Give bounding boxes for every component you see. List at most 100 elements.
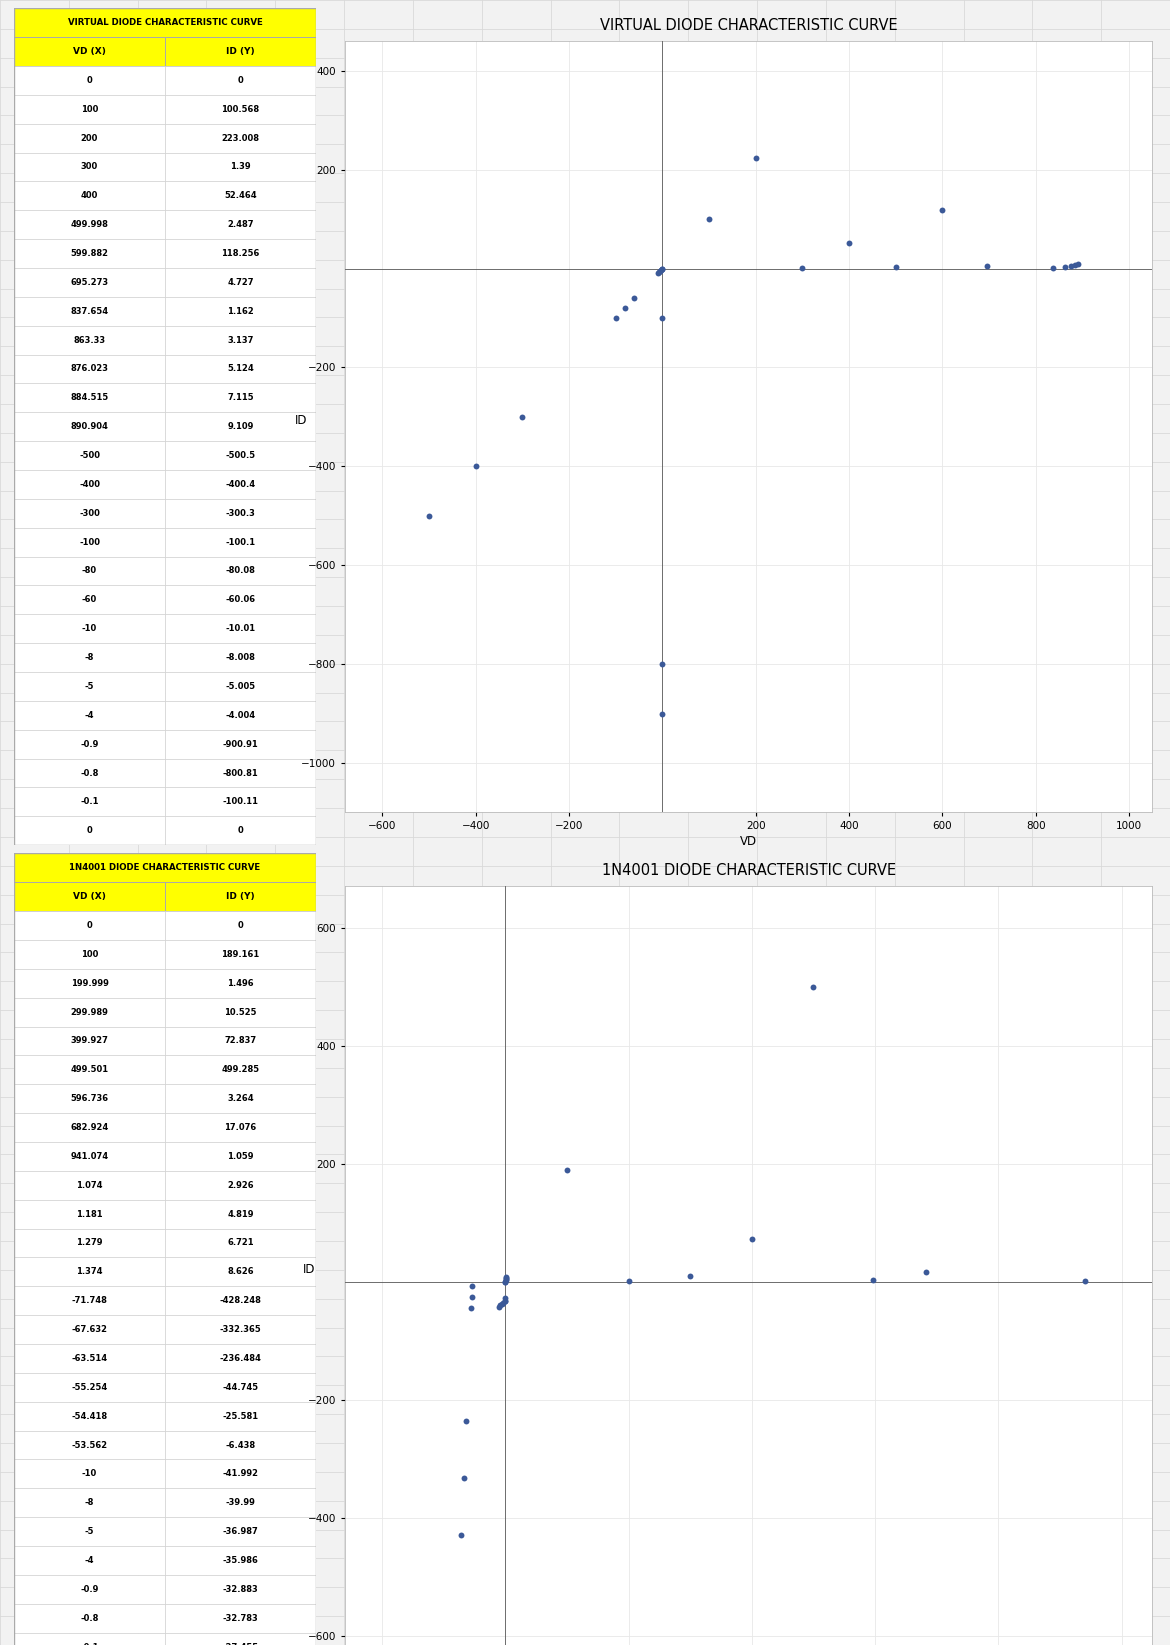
Text: -8: -8: [84, 653, 95, 661]
Text: 876.023: 876.023: [70, 365, 109, 373]
Point: [496, 1268, 515, 1295]
Text: ID (Y): ID (Y): [226, 48, 255, 56]
Bar: [165, 1229, 316, 1257]
Point: [932, 197, 951, 224]
Text: -4: -4: [84, 711, 95, 721]
Bar: [14, 939, 165, 969]
Bar: [14, 1056, 165, 1084]
Title: 1N4001 DIODE CHARACTERISTIC CURVE: 1N4001 DIODE CHARACTERISTIC CURVE: [601, 864, 896, 878]
Text: 9.109: 9.109: [227, 423, 254, 431]
Bar: [165, 441, 316, 470]
Bar: [14, 758, 165, 788]
Bar: [165, 38, 316, 66]
Point: [496, 1268, 515, 1295]
Bar: [14, 1286, 165, 1314]
Point: [793, 255, 812, 281]
Bar: [14, 701, 165, 730]
Bar: [165, 911, 316, 939]
Text: 0: 0: [87, 921, 92, 929]
Point: [651, 258, 669, 285]
Point: [863, 1267, 882, 1293]
Bar: [165, 556, 316, 586]
Point: [1044, 255, 1062, 281]
Text: -6.438: -6.438: [226, 1441, 255, 1449]
Bar: [14, 997, 165, 1026]
Text: ID (Y): ID (Y): [226, 892, 255, 901]
Point: [490, 1293, 509, 1319]
Point: [652, 257, 670, 283]
Bar: [14, 673, 165, 701]
Text: -10.01: -10.01: [226, 623, 255, 633]
Text: 837.654: 837.654: [70, 306, 109, 316]
Bar: [165, 882, 316, 911]
Text: 1.059: 1.059: [227, 1152, 254, 1161]
Point: [653, 651, 672, 678]
Text: -4.004: -4.004: [226, 711, 255, 721]
Text: 100: 100: [81, 105, 98, 114]
Text: 6.721: 6.721: [227, 1239, 254, 1247]
Text: 695.273: 695.273: [70, 278, 109, 286]
Text: -32.783: -32.783: [222, 1614, 259, 1622]
Point: [491, 1293, 510, 1319]
Text: 499.998: 499.998: [70, 220, 109, 229]
Point: [625, 285, 644, 311]
Bar: [14, 1084, 165, 1114]
Text: 3.264: 3.264: [227, 1094, 254, 1104]
Bar: [165, 1489, 316, 1517]
Bar: [14, 181, 165, 211]
Text: 1.496: 1.496: [227, 979, 254, 987]
Text: 863.33: 863.33: [74, 336, 105, 344]
Text: 0: 0: [87, 76, 92, 86]
Text: -800.81: -800.81: [222, 768, 259, 778]
Text: 0: 0: [238, 921, 243, 929]
Point: [462, 1295, 481, 1321]
Text: -54.418: -54.418: [71, 1411, 108, 1421]
Bar: [14, 383, 165, 413]
Point: [1076, 1268, 1095, 1295]
Bar: [165, 969, 316, 997]
Point: [746, 145, 765, 171]
Bar: [14, 153, 165, 181]
Text: 100.568: 100.568: [221, 105, 260, 114]
Bar: [14, 1546, 165, 1574]
Text: -44.745: -44.745: [222, 1383, 259, 1392]
Text: 10.525: 10.525: [225, 1008, 256, 1017]
Text: -80.08: -80.08: [226, 566, 255, 576]
Bar: [14, 1574, 165, 1604]
Bar: [165, 1056, 316, 1084]
Point: [497, 1265, 516, 1291]
Bar: [165, 1374, 316, 1402]
Point: [840, 229, 859, 255]
Point: [681, 1262, 700, 1288]
Text: -332.365: -332.365: [220, 1326, 261, 1334]
Bar: [14, 413, 165, 441]
Bar: [14, 528, 165, 556]
Text: 200: 200: [81, 133, 98, 143]
Bar: [165, 1084, 316, 1114]
Bar: [165, 816, 316, 846]
Title: VIRTUAL DIODE CHARACTERISTIC CURVE: VIRTUAL DIODE CHARACTERISTIC CURVE: [600, 18, 897, 33]
Text: 499.501: 499.501: [70, 1066, 109, 1074]
Point: [462, 1283, 481, 1309]
Bar: [165, 153, 316, 181]
Text: -5.005: -5.005: [226, 683, 255, 691]
Text: -27.455: -27.455: [222, 1642, 259, 1645]
Bar: [14, 1374, 165, 1402]
Point: [1066, 252, 1085, 278]
Bar: [14, 1632, 165, 1645]
Bar: [14, 1142, 165, 1171]
Bar: [165, 528, 316, 556]
Bar: [14, 854, 316, 882]
Text: -25.581: -25.581: [222, 1411, 259, 1421]
Text: -0.8: -0.8: [81, 768, 98, 778]
Point: [649, 260, 668, 286]
Bar: [14, 211, 165, 239]
Text: -35.986: -35.986: [222, 1556, 259, 1564]
Bar: [14, 788, 165, 816]
Bar: [165, 614, 316, 643]
Text: 1.39: 1.39: [230, 163, 250, 171]
Point: [653, 701, 672, 727]
Bar: [165, 211, 316, 239]
Text: 890.904: 890.904: [70, 423, 109, 431]
Bar: [14, 38, 165, 66]
